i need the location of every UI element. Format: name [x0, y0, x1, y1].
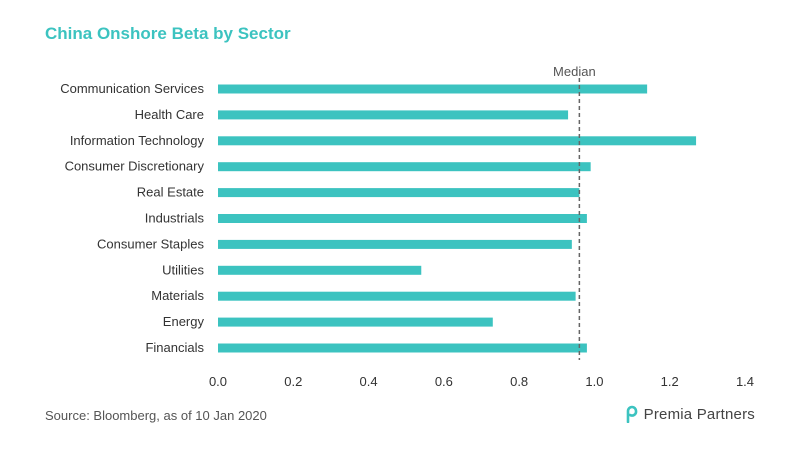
bar: [218, 214, 587, 223]
bar: [218, 343, 587, 353]
x-tick-label: 0.8: [510, 374, 528, 389]
bar: [218, 265, 422, 275]
category-label: Real Estate: [137, 185, 204, 200]
x-tick-label: 0.2: [284, 374, 302, 389]
category-label: Health Care: [135, 107, 204, 122]
x-tick-label: 0.4: [360, 374, 378, 389]
category-label: Materials: [151, 288, 204, 303]
category-label: Communication Services: [60, 81, 204, 96]
premia-partners-logo: Premia Partners: [624, 405, 755, 423]
bar: [218, 110, 569, 120]
x-tick-label: 1.4: [736, 374, 754, 389]
category-label: Utilities: [162, 262, 204, 277]
bar: [218, 136, 697, 146]
median-label: Median: [553, 64, 596, 79]
premia-logo-icon: [626, 405, 637, 423]
bar: [218, 162, 591, 172]
category-label: Energy: [163, 314, 205, 329]
bar: [218, 84, 648, 94]
category-label: Consumer Discretionary: [65, 159, 205, 174]
bar: [218, 239, 572, 249]
bar: [218, 317, 493, 327]
x-tick-label: 0.0: [209, 374, 227, 389]
chart-title: China Onshore Beta by Sector: [45, 24, 291, 43]
source-note: Source: Bloomberg, as of 10 Jan 2020: [45, 408, 267, 423]
x-tick-label: 0.6: [435, 374, 453, 389]
bar-chart: Communication Services Health Care Informa…: [60, 64, 754, 389]
x-tick-label: 1.2: [661, 374, 679, 389]
bar: [218, 188, 580, 198]
category-label: Information Technology: [70, 133, 205, 148]
logo-text: Premia Partners: [643, 405, 755, 423]
x-tick-label: 1.0: [585, 374, 603, 389]
category-label: Consumer Staples: [97, 236, 204, 251]
category-label: Industrials: [145, 211, 205, 226]
category-label: Financials: [145, 340, 204, 355]
bar: [218, 291, 576, 301]
